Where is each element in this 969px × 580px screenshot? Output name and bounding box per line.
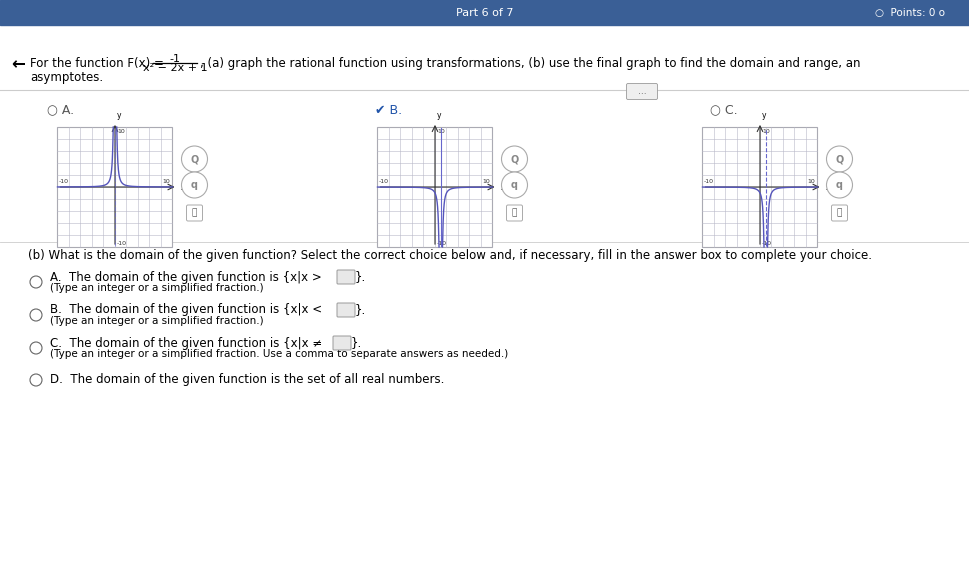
Text: ○ A.: ○ A.: [47, 103, 74, 117]
Text: q: q: [191, 180, 198, 190]
Text: ✔ B.: ✔ B.: [375, 103, 402, 117]
FancyBboxPatch shape: [186, 205, 203, 221]
Text: ...: ...: [637, 88, 645, 96]
Text: -10: -10: [58, 179, 69, 184]
Text: B.  The domain of the given function is {x|x <: B. The domain of the given function is {…: [50, 303, 326, 317]
Circle shape: [826, 172, 852, 198]
Text: (Type an integer or a simplified fraction. Use a comma to separate answers as ne: (Type an integer or a simplified fractio…: [50, 349, 508, 359]
Text: Part 6 of 7: Part 6 of 7: [455, 8, 514, 18]
Text: Q: Q: [510, 154, 518, 164]
Text: x² − 2x + 1: x² − 2x + 1: [142, 63, 207, 73]
Text: x: x: [180, 183, 185, 193]
Text: A.  The domain of the given function is {x|x >: A. The domain of the given function is {…: [50, 270, 326, 284]
Text: }.: }.: [355, 270, 366, 284]
Text: q: q: [835, 180, 842, 190]
Text: y: y: [437, 111, 441, 120]
Text: x: x: [500, 183, 505, 193]
Text: -1: -1: [170, 54, 180, 64]
Text: 10: 10: [437, 129, 445, 134]
Text: 10: 10: [483, 179, 490, 184]
Text: ○ C.: ○ C.: [709, 103, 736, 117]
Text: }.: }.: [351, 336, 361, 350]
Text: (Type an integer or a simplified fraction.): (Type an integer or a simplified fractio…: [50, 283, 264, 293]
Text: -10: -10: [703, 179, 713, 184]
Bar: [57, 127, 172, 247]
Bar: [702, 127, 817, 247]
Text: }.: }.: [355, 303, 366, 317]
Circle shape: [501, 146, 527, 172]
Text: ○  Points: 0 o: ○ Points: 0 o: [874, 8, 944, 18]
Text: ⧉: ⧉: [192, 208, 197, 218]
FancyBboxPatch shape: [506, 205, 522, 221]
Circle shape: [826, 146, 852, 172]
Text: 10: 10: [762, 129, 769, 134]
Bar: [0, 0, 969, 25]
Text: -10: -10: [762, 241, 771, 246]
FancyBboxPatch shape: [336, 270, 355, 284]
Text: 10: 10: [163, 179, 171, 184]
Text: y: y: [117, 111, 121, 120]
FancyBboxPatch shape: [332, 336, 351, 350]
Text: , (a) graph the rational function using transformations, (b) use the final graph: , (a) graph the rational function using …: [200, 57, 860, 71]
Text: 10: 10: [807, 179, 815, 184]
Text: ⧉: ⧉: [512, 208, 516, 218]
Text: (b) What is the domain of the given function? Select the correct choice below an: (b) What is the domain of the given func…: [28, 248, 871, 262]
Circle shape: [30, 342, 42, 354]
Text: (Type an integer or a simplified fraction.): (Type an integer or a simplified fractio…: [50, 316, 264, 326]
Text: 10: 10: [117, 129, 125, 134]
FancyBboxPatch shape: [830, 205, 847, 221]
Text: -10: -10: [117, 241, 127, 246]
Text: asymptotes.: asymptotes.: [30, 71, 103, 84]
Text: q: q: [511, 180, 517, 190]
Text: Q: Q: [190, 154, 199, 164]
Text: y: y: [762, 111, 766, 120]
Bar: [377, 127, 492, 247]
Text: -10: -10: [378, 179, 389, 184]
Circle shape: [501, 172, 527, 198]
Text: -10: -10: [437, 241, 447, 246]
Text: Q: Q: [834, 154, 843, 164]
Text: x: x: [825, 183, 829, 193]
Text: For the function F(x) =: For the function F(x) =: [30, 57, 164, 71]
Circle shape: [181, 146, 207, 172]
Circle shape: [30, 309, 42, 321]
Text: ←: ←: [11, 55, 25, 73]
FancyBboxPatch shape: [336, 303, 355, 317]
Text: C.  The domain of the given function is {x|x ≠: C. The domain of the given function is {…: [50, 336, 326, 350]
Circle shape: [181, 172, 207, 198]
FancyBboxPatch shape: [626, 84, 657, 100]
Text: ⧉: ⧉: [836, 208, 841, 218]
Circle shape: [30, 374, 42, 386]
Text: D.  The domain of the given function is the set of all real numbers.: D. The domain of the given function is t…: [50, 374, 444, 386]
Circle shape: [30, 276, 42, 288]
